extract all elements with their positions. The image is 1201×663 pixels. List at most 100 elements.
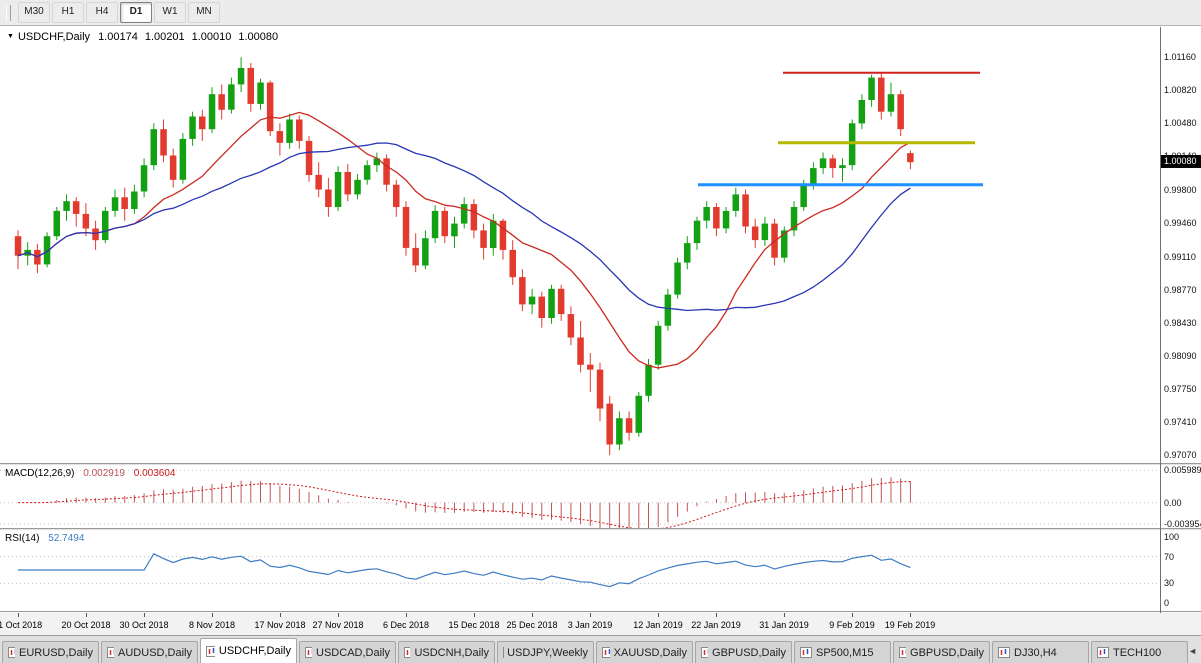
candle-body — [218, 94, 225, 110]
candle-body — [868, 77, 875, 100]
chart-tab-usdcad[interactable]: USDCAD,Daily — [299, 641, 396, 663]
chart-tab-icon — [800, 647, 812, 658]
candle-body — [819, 158, 827, 169]
date-axis-label: 6 Dec 2018 — [382, 620, 430, 630]
date-tick — [532, 613, 533, 617]
candle-body — [713, 207, 720, 229]
date-axis-label: 27 Nov 2018 — [312, 620, 364, 630]
candle-body — [800, 184, 807, 208]
date-tick — [280, 613, 281, 617]
candle-body — [907, 153, 914, 163]
candle-body — [480, 230, 487, 248]
chart-tab-icon — [899, 647, 907, 658]
chart-tab-usdchf[interactable]: USDCHF,Daily — [200, 638, 297, 663]
date-axis-label: 31 Jan 2019 — [759, 620, 809, 630]
candle-body — [160, 129, 167, 156]
chart-tab-usdjpy[interactable]: USDJPY,Weekly — [497, 641, 594, 663]
date-axis-label: 25 Dec 2018 — [506, 620, 558, 630]
macd-panel[interactable] — [0, 466, 1160, 528]
date-tick — [144, 613, 145, 617]
candle-body — [63, 201, 70, 211]
candle-body — [266, 82, 274, 132]
chart-tab-usdcnh[interactable]: USDCNH,Daily — [398, 641, 495, 663]
date-axis-label: 20 Oct 2018 — [61, 620, 111, 630]
price-axis-label: 0.97750 — [1164, 384, 1197, 395]
timeframe-button-d1[interactable]: D1 — [120, 2, 152, 23]
date-tick — [406, 613, 407, 617]
chart-tab-label: XAUUSD,Daily — [613, 646, 687, 659]
chart-tab-gbpusd[interactable]: GBPUSD,Daily — [695, 641, 792, 663]
candle-body — [606, 403, 613, 445]
chart-tab-xauusd[interactable]: XAUUSD,Daily — [596, 641, 693, 663]
panel-divider-rsi[interactable] — [0, 528, 1201, 531]
chart-tab-icon-frame — [998, 647, 1010, 658]
price-chart[interactable] — [0, 27, 1160, 463]
price-axis-label: 0.97070 — [1164, 450, 1197, 461]
candle-body — [528, 296, 536, 305]
candle-body — [315, 174, 322, 190]
date-axis-label: 3 Jan 2019 — [567, 620, 613, 630]
chart-tab-label: GBPUSD,Daily — [712, 646, 786, 659]
timeframe-button-mn[interactable]: MN — [188, 2, 220, 23]
chart-tab-label: USDCAD,Daily — [316, 646, 390, 659]
date-axis[interactable]: 11 Oct 2018 20 Oct 2018 30 Oct 2018 8 Nov 2… — [0, 613, 1201, 635]
candle-body — [257, 82, 264, 104]
candle-body — [654, 325, 662, 365]
timeframe-button-h4[interactable]: H4 — [86, 2, 118, 23]
chart-tab-gbpusd[interactable]: GBPUSD,Daily — [893, 641, 990, 663]
tab-scroll-left-icon[interactable]: ◄ — [1188, 646, 1197, 656]
candle-body — [858, 100, 866, 124]
timeframe-button-h1[interactable]: H1 — [52, 2, 84, 23]
chart-tab-icon — [998, 647, 1010, 658]
candle-body — [14, 236, 22, 256]
chart-tab-icon — [1097, 647, 1109, 658]
candle-body — [887, 94, 895, 112]
chart-menu-icon[interactable]: ▼ — [7, 32, 14, 40]
timeframe-button-m30[interactable]: M30 — [18, 2, 50, 23]
candle-body — [635, 395, 642, 433]
timeframe-toolbar: M30 H1 H4 D1 W1 MN — [0, 0, 1201, 26]
chart-tab-sp500[interactable]: SP500,M15 — [794, 641, 891, 663]
chart-symbol-label: USDCHF,Daily — [17, 31, 91, 43]
candle-body — [693, 220, 701, 244]
candle-body — [897, 94, 904, 130]
candle-body — [742, 194, 749, 227]
date-tick — [18, 613, 19, 617]
rsi-axis-label: 30 — [1164, 578, 1175, 589]
candle-body — [509, 249, 516, 278]
price-axis-label: 0.98090 — [1164, 350, 1197, 361]
candle-body — [645, 364, 652, 396]
date-axis-label: 9 Feb 2019 — [829, 620, 875, 630]
candle-body — [208, 94, 216, 130]
macd-axis-label: 0.00 — [1164, 497, 1182, 508]
timeframe-button-w1[interactable]: W1 — [154, 2, 186, 23]
timeframe-button-group: M30 H1 H4 D1 W1 MN — [17, 2, 221, 23]
chart-tab-bar: EURUSD,Daily AUDUSD,Daily USDCHF,Daily USDC… — [0, 635, 1201, 663]
price-axis-label: 0.97410 — [1164, 417, 1197, 428]
candle-body — [790, 207, 798, 231]
date-axis-label: 30 Oct 2018 — [119, 620, 169, 630]
candle-body — [781, 230, 788, 258]
candle-body — [412, 247, 419, 266]
candle-body — [441, 210, 448, 237]
candle-body — [664, 294, 672, 326]
chart-tab-dj30[interactable]: DJ30,H4 — [992, 641, 1089, 663]
candle-body — [393, 184, 400, 208]
price-axis-label: 0.98430 — [1164, 317, 1197, 328]
chart-tab-label: EURUSD,Daily — [19, 646, 93, 659]
chart-tab-audusd[interactable]: AUDUSD,Daily — [101, 641, 198, 663]
macd-label: MACD(12,26,9) — [5, 468, 75, 479]
toolbar-grip[interactable] — [6, 4, 11, 21]
rsi-panel[interactable] — [0, 531, 1160, 611]
panel-divider-macd[interactable] — [0, 463, 1201, 466]
candle-body — [325, 189, 332, 207]
candle-body — [878, 77, 885, 112]
candle-body — [102, 210, 109, 241]
price-axis-label: 0.99800 — [1164, 184, 1197, 195]
price-scale[interactable]: 1.011601.008201.004801.001400.998000.994… — [1161, 27, 1201, 613]
chart-tab-tech100[interactable]: TECH100 — [1091, 641, 1188, 663]
chart-title: ▼ USDCHF,Daily 1.00174 1.00201 1.00010 1… — [7, 31, 285, 43]
chart-tab-eurusd[interactable]: EURUSD,Daily — [2, 641, 99, 663]
date-tick — [338, 613, 339, 617]
